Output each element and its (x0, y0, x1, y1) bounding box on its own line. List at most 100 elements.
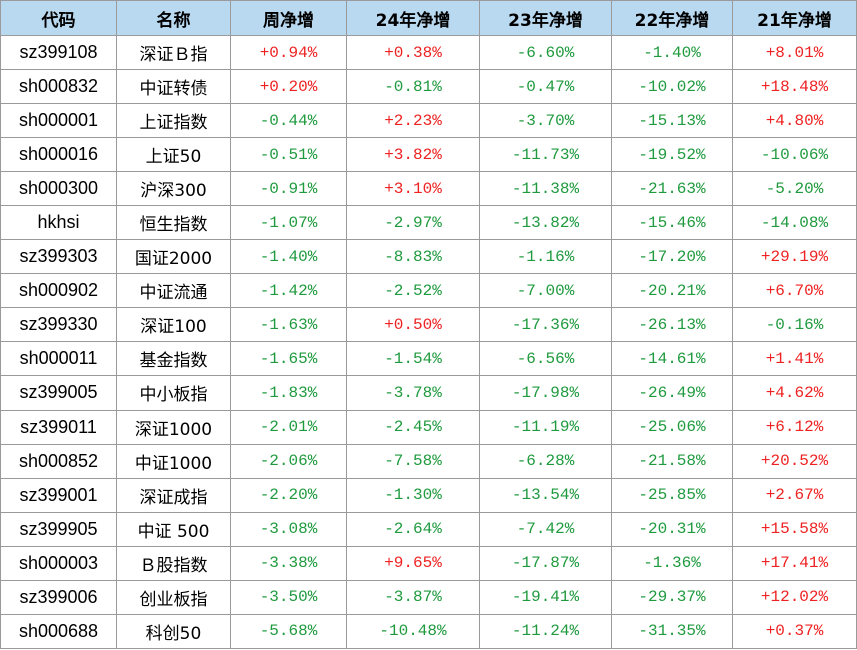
y2023-change-cell: -13.82% (479, 205, 612, 241)
y2023-change-cell: -7.42% (479, 511, 612, 547)
y2021-change-cell: +17.41% (732, 545, 857, 581)
y2023-change-cell: -11.38% (479, 171, 612, 207)
y2023-change-cell: -3.70% (479, 103, 612, 139)
y2022-change-cell: -20.31% (611, 511, 733, 547)
y2021-change-cell: +4.80% (732, 103, 857, 139)
index-name-cell: 上证50 (116, 137, 231, 173)
week-change-cell: -2.01% (230, 409, 347, 445)
y2021-change-cell: +15.58% (732, 511, 857, 547)
table-row: sz399905 中证 500 -3.08% -2.64% -7.42% -20.31% +… (0, 511, 857, 547)
y2023-change-cell: -11.73% (479, 137, 612, 173)
y2022-change-cell: -17.20% (611, 239, 733, 275)
y2022-change-cell: -10.02% (611, 69, 733, 105)
week-change-cell: -2.20% (230, 477, 347, 513)
header-row: 代码 名称 周净增 24年净增 23年净增 22年净增 21年净增 (0, 0, 857, 36)
week-change-cell: -1.63% (230, 307, 347, 343)
y2023-change-cell: -6.28% (479, 443, 612, 479)
index-name-cell: 中证流通 (116, 273, 231, 309)
week-change-cell: -0.51% (230, 137, 347, 173)
index-code-cell: sh000688 (0, 613, 117, 650)
index-code-cell: sz399303 (0, 239, 117, 275)
table-row: sz399011 深证1000 -2.01% -2.45% -11.19% -25.06%… (0, 409, 857, 445)
y2021-change-cell: +20.52% (732, 443, 857, 479)
index-code-cell: sz399001 (0, 477, 117, 513)
index-code-cell: sz399011 (0, 409, 117, 445)
table-row: sh000011 基金指数 -1.65% -1.54% -6.56% -14.61% +1.… (0, 341, 857, 377)
y2021-change-cell: +29.19% (732, 239, 857, 275)
index-code-cell: sh000832 (0, 69, 117, 105)
y2022-change-cell: -26.13% (611, 307, 733, 343)
table-row: sh000832 中证转债 +0.20% -0.81% -0.47% -10.02% +18… (0, 69, 857, 105)
table-row: sh000016 上证50 -0.51% +3.82% -11.73% -19.52% -1… (0, 137, 857, 173)
y2021-change-cell: -5.20% (732, 171, 857, 207)
index-code-cell: sz399905 (0, 511, 117, 547)
week-change-cell: -3.50% (230, 579, 347, 615)
index-code-cell: sz399330 (0, 307, 117, 343)
y2024-change-cell: +0.50% (346, 307, 480, 343)
y2021-change-cell: +6.12% (732, 409, 857, 445)
y2022-change-cell: -1.36% (611, 545, 733, 581)
week-change-cell: -1.65% (230, 341, 347, 377)
y2024-change-cell: -8.83% (346, 239, 480, 275)
table-row: sz399005 中小板指 -1.83% -3.78% -17.98% -26.49% +4… (0, 375, 857, 411)
table-header: 代码 名称 周净增 24年净增 23年净增 22年净增 21年净增 (0, 0, 857, 36)
y2021-change-cell: +0.37% (732, 613, 857, 650)
week-change-cell: -0.44% (230, 103, 347, 139)
index-name-cell: 科创50 (116, 613, 231, 650)
week-change-cell: -1.42% (230, 273, 347, 309)
y2023-change-cell: -0.47% (479, 69, 612, 105)
y2021-change-cell: +1.41% (732, 341, 857, 377)
table-row: hkhsi 恒生指数 -1.07% -2.97% -13.82% -15.46% -14.0… (0, 205, 857, 241)
index-name-cell: 沪深300 (116, 171, 231, 207)
y2021-change-cell: +4.62% (732, 375, 857, 411)
y2024-change-cell: -10.48% (346, 613, 480, 650)
index-code-cell: sh000300 (0, 171, 117, 207)
y2022-change-cell: -25.85% (611, 477, 733, 513)
index-name-cell: 深证100 (116, 307, 231, 343)
index-code-cell: sz399108 (0, 34, 117, 71)
index-name-cell: 中证1000 (116, 443, 231, 479)
y2023-change-cell: -17.87% (479, 545, 612, 581)
index-code-cell: sz399006 (0, 579, 117, 615)
index-name-cell: 国证2000 (116, 239, 231, 275)
y2022-change-cell: -20.21% (611, 273, 733, 309)
y2021-change-cell: -14.08% (732, 205, 857, 241)
y2024-change-cell: -3.87% (346, 579, 480, 615)
y2022-change-cell: -26.49% (611, 375, 733, 411)
index-code-cell: sh000902 (0, 273, 117, 309)
index-name-cell: 创业板指 (116, 579, 231, 615)
header-code: 代码 (0, 0, 117, 36)
y2022-change-cell: -15.46% (611, 205, 733, 241)
y2022-change-cell: -25.06% (611, 409, 733, 445)
y2024-change-cell: -1.54% (346, 341, 480, 377)
week-change-cell: -1.83% (230, 375, 347, 411)
index-name-cell: 中小板指 (116, 375, 231, 411)
header-week-change: 周净增 (230, 0, 347, 36)
index-name-cell: 深证1000 (116, 409, 231, 445)
y2024-change-cell: -2.64% (346, 511, 480, 547)
y2021-change-cell: +8.01% (732, 34, 857, 71)
y2022-change-cell: -1.40% (611, 34, 733, 71)
y2024-change-cell: +2.23% (346, 103, 480, 139)
y2021-change-cell: -10.06% (732, 137, 857, 173)
table-row: sh000852 中证1000 -2.06% -7.58% -6.28% -21.58% +… (0, 443, 857, 479)
week-change-cell: -3.38% (230, 545, 347, 581)
y2024-change-cell: -1.30% (346, 477, 480, 513)
y2023-change-cell: -6.56% (479, 341, 612, 377)
week-change-cell: -2.06% (230, 443, 347, 479)
header-2024-change: 24年净增 (346, 0, 480, 36)
index-code-cell: hkhsi (0, 205, 117, 241)
y2024-change-cell: -7.58% (346, 443, 480, 479)
y2022-change-cell: -14.61% (611, 341, 733, 377)
index-name-cell: 深证成指 (116, 477, 231, 513)
y2024-change-cell: -2.45% (346, 409, 480, 445)
week-change-cell: +0.20% (230, 69, 347, 105)
index-name-cell: 中证 500 (116, 511, 231, 547)
table-row: sh000902 中证流通 -1.42% -2.52% -7.00% -20.21% +6.… (0, 273, 857, 309)
y2024-change-cell: -3.78% (346, 375, 480, 411)
index-code-cell: sh000003 (0, 545, 117, 581)
index-code-cell: sz399005 (0, 375, 117, 411)
week-change-cell: +0.94% (230, 34, 347, 71)
week-change-cell: -3.08% (230, 511, 347, 547)
table-body: sz399108 深证Ｂ指 +0.94% +0.38% -6.60% -1.40% +8.0… (0, 34, 857, 650)
